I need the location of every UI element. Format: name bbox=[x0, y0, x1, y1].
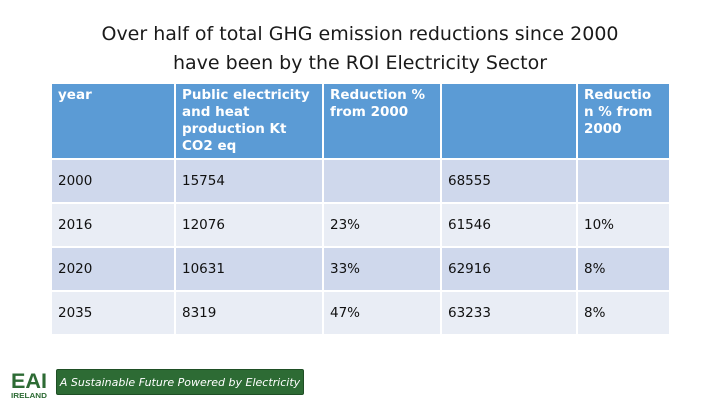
table-header-row: year Public electricity and heat product… bbox=[52, 84, 669, 158]
header-total-emissions bbox=[442, 84, 576, 158]
emissions-table: year Public electricity and heat product… bbox=[50, 84, 671, 334]
table-cell: 10% bbox=[578, 202, 669, 246]
table-cell: 62916 bbox=[442, 246, 576, 290]
header-total-reduction: Reductio n % from 2000 bbox=[578, 84, 669, 158]
header-year: year bbox=[52, 84, 174, 158]
slide-title: Over half of total GHG emission reductio… bbox=[0, 20, 720, 78]
table-cell: 10631 bbox=[176, 246, 322, 290]
table-cell: 63233 bbox=[442, 290, 576, 334]
slide-title-line-2: have been by the ROI Electricity Sector bbox=[172, 52, 548, 74]
table-cell: 8% bbox=[578, 290, 669, 334]
table-row: 2020 10631 33% 62916 8% bbox=[52, 246, 669, 290]
tagline-banner: A Sustainable Future Powered by Electric… bbox=[56, 369, 304, 395]
logo-subtext: IRELAND bbox=[11, 393, 47, 400]
table-cell: 2000 bbox=[52, 158, 174, 202]
table-cell: 8% bbox=[578, 246, 669, 290]
table-cell bbox=[578, 158, 669, 202]
table-cell: 68555 bbox=[442, 158, 576, 202]
table-cell: 61546 bbox=[442, 202, 576, 246]
logo-text: EAI bbox=[11, 370, 47, 393]
table-cell: 2020 bbox=[52, 246, 174, 290]
table-cell: 2016 bbox=[52, 202, 174, 246]
table-row: 2000 15754 68555 bbox=[52, 158, 669, 202]
eai-ireland-logo: EAI IRELAND bbox=[11, 370, 47, 400]
table-cell: 12076 bbox=[176, 202, 322, 246]
table-cell: 15754 bbox=[176, 158, 322, 202]
table-cell: 33% bbox=[324, 246, 440, 290]
table-cell bbox=[324, 158, 440, 202]
table-cell: 2035 bbox=[52, 290, 174, 334]
table-cell: 47% bbox=[324, 290, 440, 334]
table-row: 2035 8319 47% 63233 8% bbox=[52, 290, 669, 334]
header-electricity-emissions: Public electricity and heat production K… bbox=[176, 84, 322, 158]
table-row: 2016 12076 23% 61546 10% bbox=[52, 202, 669, 246]
slide-title-line-1: Over half of total GHG emission reductio… bbox=[101, 23, 619, 45]
table-cell: 8319 bbox=[176, 290, 322, 334]
table-cell: 23% bbox=[324, 202, 440, 246]
header-electricity-reduction: Reduction % from 2000 bbox=[324, 84, 440, 158]
